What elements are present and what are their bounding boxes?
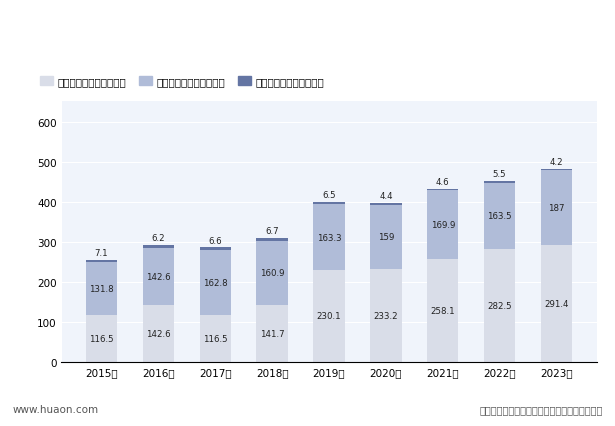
Bar [86,263,117,316]
Bar [314,270,344,362]
Bar [143,248,174,305]
Text: 163.5: 163.5 [487,212,512,221]
Text: 187: 187 [549,204,565,213]
Bar [200,316,231,362]
Text: 专业严谨 • 客观科学: 专业严谨 • 客观科学 [536,11,603,20]
Text: 6.2: 6.2 [151,234,165,243]
Text: 233.2: 233.2 [373,311,399,320]
Bar [256,305,288,362]
Text: 131.8: 131.8 [89,285,114,294]
Text: 159: 159 [378,233,394,242]
Text: 4.6: 4.6 [436,177,450,186]
Text: 116.5: 116.5 [203,334,228,343]
Bar [427,189,458,191]
Bar [484,249,515,362]
Bar [484,181,515,184]
Text: 282.5: 282.5 [487,301,512,310]
Text: 5.5: 5.5 [493,170,507,179]
Bar [484,184,515,249]
Bar [370,205,402,269]
Text: 163.3: 163.3 [317,233,341,242]
Text: 4.2: 4.2 [550,157,563,167]
Text: 2015-2023年怀柔区第一、第二及第三产业增加值: 2015-2023年怀柔区第一、第二及第三产业增加值 [167,32,448,51]
Text: 116.5: 116.5 [89,334,114,343]
Text: 4.4: 4.4 [379,192,393,201]
Text: 291.4: 291.4 [544,299,569,308]
Bar [370,269,402,362]
Bar [314,205,344,270]
Text: 6.6: 6.6 [208,236,222,245]
Text: 169.9: 169.9 [430,221,455,230]
Bar [314,202,344,205]
Bar [256,239,288,241]
Text: 数据来源：北京市统计局；华经产业研究院整理: 数据来源：北京市统计局；华经产业研究院整理 [479,404,603,414]
Bar [86,260,117,263]
Text: 141.7: 141.7 [260,329,285,338]
Legend: 第三产业增加值（亿元）, 第二产业增加值（亿元）, 第一产业增加值（亿元）: 第三产业增加值（亿元）, 第二产业增加值（亿元）, 第一产业增加值（亿元） [36,73,328,91]
Text: 7.1: 7.1 [95,248,108,257]
Text: 230.1: 230.1 [317,311,341,321]
Bar [143,305,174,362]
Text: 6.7: 6.7 [265,227,279,236]
Bar [541,246,572,362]
Text: 华经情报网: 华经情报网 [12,9,50,22]
Text: 160.9: 160.9 [260,269,284,278]
Text: www.huaon.com: www.huaon.com [12,404,98,414]
Bar [143,246,174,248]
Bar [370,204,402,205]
Text: 162.8: 162.8 [203,279,228,288]
Bar [427,191,458,259]
Bar [200,248,231,250]
Bar [86,316,117,362]
Bar [541,171,572,246]
Bar [256,241,288,305]
Text: 142.6: 142.6 [146,329,171,338]
Bar [541,169,572,171]
Text: 6.5: 6.5 [322,190,336,199]
Bar [427,259,458,362]
Text: 258.1: 258.1 [430,306,455,315]
Text: 142.6: 142.6 [146,272,171,281]
Bar [200,250,231,316]
